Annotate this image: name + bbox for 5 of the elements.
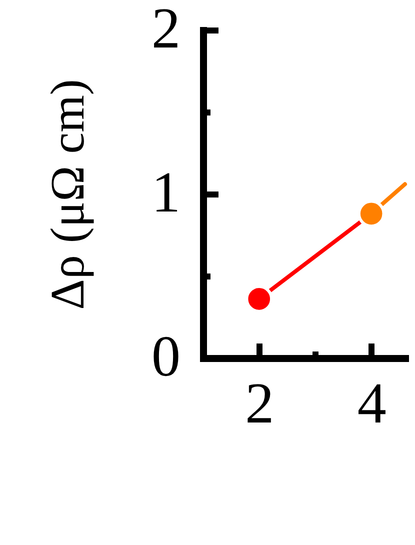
x-tick-label: 4 [357,370,386,436]
y-tick-label: 1 [152,160,180,224]
y-tick-label: 0 [152,324,180,388]
y-tick-label: 2 [152,0,180,60]
y-axis-title: Δρ (μΩ cm) [42,79,94,310]
